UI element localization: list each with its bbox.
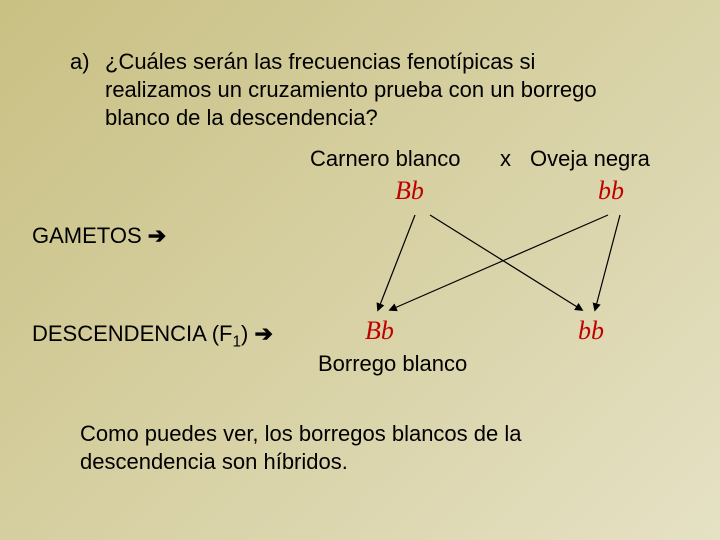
cross-arrow-0 bbox=[378, 215, 415, 310]
cross-arrow-2 bbox=[390, 215, 608, 310]
cross-arrows bbox=[0, 0, 720, 540]
cross-arrow-3 bbox=[595, 215, 620, 310]
cross-arrow-1 bbox=[430, 215, 582, 310]
arrow-lines-group bbox=[378, 215, 620, 310]
slide-canvas: a) ¿Cuáles serán las frecuencias fenotíp… bbox=[0, 0, 720, 540]
